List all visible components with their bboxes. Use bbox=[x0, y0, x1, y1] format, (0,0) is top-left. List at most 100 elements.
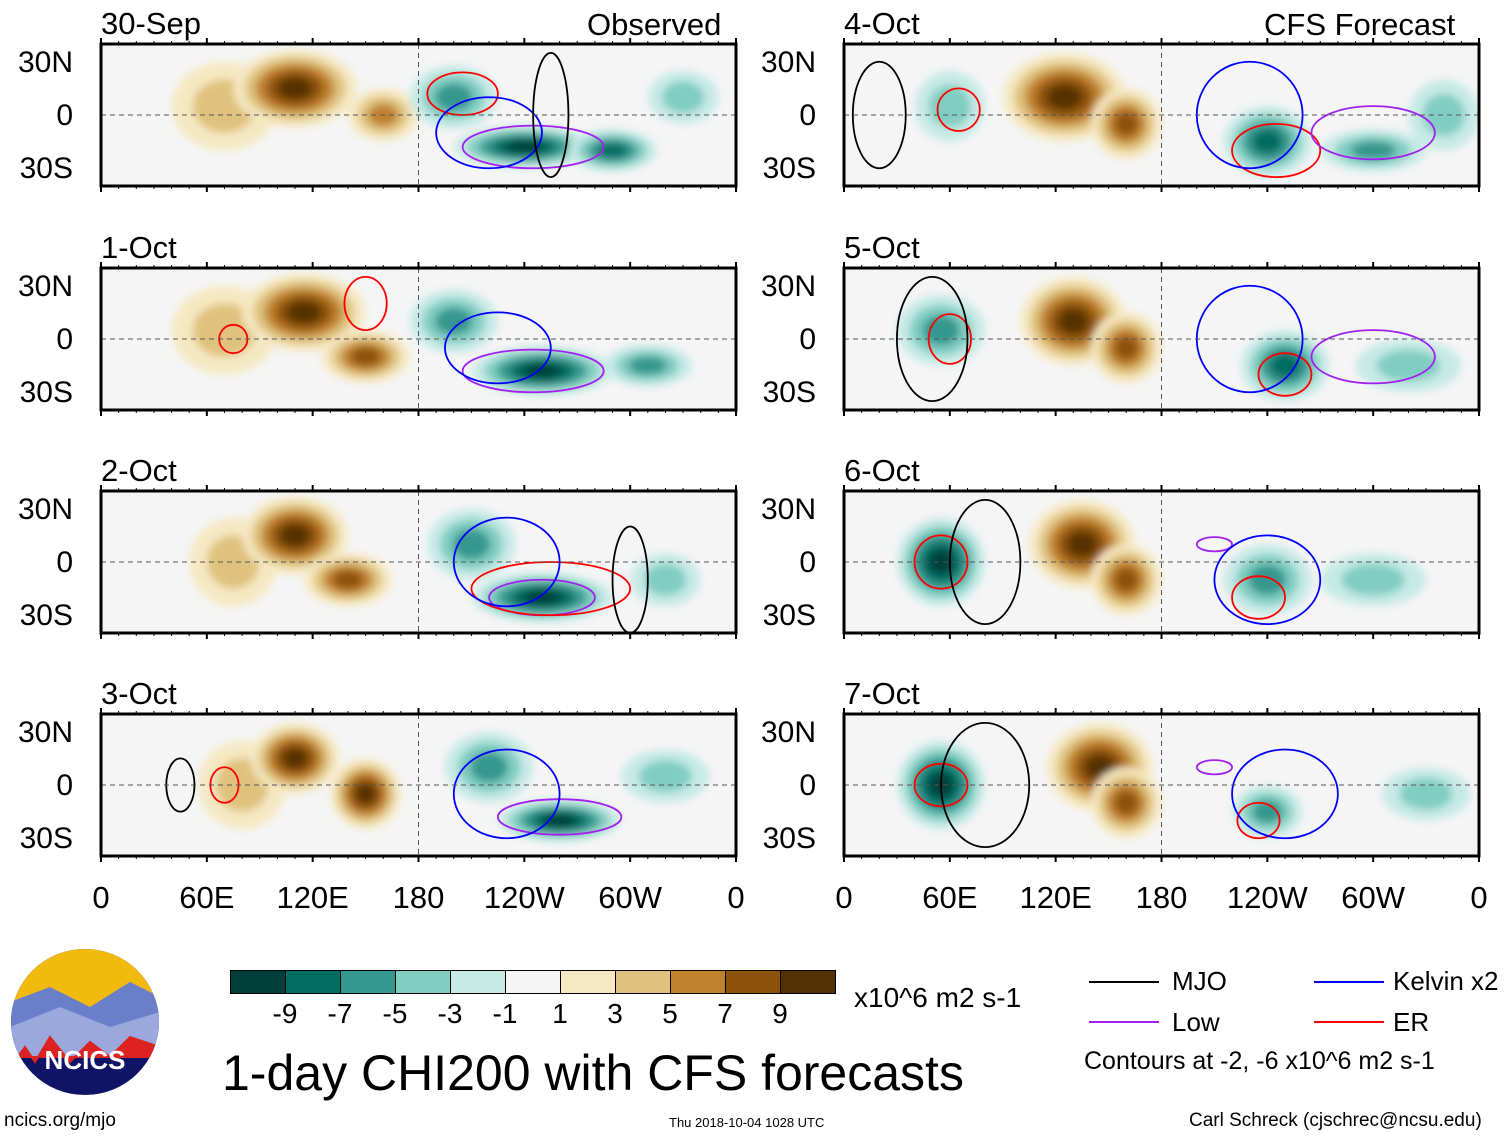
legend-kelvin-line bbox=[1314, 981, 1384, 983]
anomaly-contour-fill bbox=[452, 529, 491, 560]
colorbar-swatch bbox=[286, 971, 341, 993]
anomaly-contour-fill bbox=[1248, 564, 1287, 595]
anomaly-contour-fill bbox=[278, 77, 312, 100]
low-contour bbox=[1310, 329, 1436, 385]
kelvin-contour bbox=[1231, 748, 1339, 840]
y-tick-label: 0 bbox=[56, 769, 73, 802]
colorbar-swatch bbox=[396, 971, 451, 993]
er-contour bbox=[936, 87, 981, 132]
x-tick-label: 180 bbox=[392, 880, 445, 915]
colorbar-units: x10^6 m2 s-1 bbox=[854, 982, 1022, 1013]
y-tick-label: 30S bbox=[762, 152, 816, 185]
map-panel bbox=[99, 708, 738, 862]
anomaly-contour-fill bbox=[1114, 112, 1138, 136]
legend-er: ER bbox=[1393, 1007, 1430, 1037]
map-panel bbox=[842, 708, 1481, 862]
mjo-contour bbox=[940, 721, 1031, 849]
legend-mjo-line bbox=[1089, 981, 1159, 983]
y-tick-label: 30S bbox=[19, 152, 73, 185]
y-tick-label: 30S bbox=[19, 822, 73, 855]
anomaly-contour-fill bbox=[1350, 141, 1396, 160]
anomaly-contour-fill bbox=[1067, 532, 1097, 557]
panel-date: 6-Oct bbox=[844, 453, 920, 488]
colorbar-swatch bbox=[451, 971, 506, 993]
y-tick-label: 30N bbox=[760, 493, 816, 526]
y-tick-label: 30N bbox=[760, 270, 816, 303]
legend-low-line bbox=[1089, 1021, 1159, 1023]
anomaly-contour-fill bbox=[638, 760, 692, 793]
anomaly-contour-fill bbox=[434, 307, 473, 335]
low-contour bbox=[1310, 105, 1436, 161]
anomaly-contour-fill bbox=[350, 347, 381, 366]
y-tick-label: 30N bbox=[17, 493, 73, 526]
er-contour bbox=[343, 275, 388, 332]
anomaly-contour-fill bbox=[661, 81, 705, 114]
colorbar-swatch bbox=[231, 971, 286, 993]
x-tick-label: 120W bbox=[483, 880, 565, 915]
x-tick-label: 120E bbox=[1019, 880, 1092, 915]
y-tick-label: 0 bbox=[56, 99, 73, 132]
er-contour bbox=[470, 561, 632, 617]
er-contour bbox=[1231, 575, 1286, 620]
anomaly-contour-fill bbox=[542, 814, 577, 827]
er-contour bbox=[1236, 801, 1281, 840]
colorbar-swatch bbox=[726, 971, 781, 993]
colorbar-label: 5 bbox=[662, 998, 678, 1029]
anomaly-contour-fill bbox=[287, 301, 321, 324]
colorbar-label: -7 bbox=[327, 998, 353, 1029]
mjo-contour bbox=[948, 498, 1022, 626]
y-tick-label: 0 bbox=[799, 99, 816, 132]
y-tick-label: 30N bbox=[17, 716, 73, 749]
y-tick-label: 30N bbox=[17, 270, 73, 303]
anomaly-contour-fill bbox=[355, 784, 376, 804]
colorbar-swatch bbox=[561, 971, 616, 993]
colorbar-swatch bbox=[506, 971, 561, 993]
panel-date: 1-Oct bbox=[101, 230, 177, 265]
colorbar-label: 1 bbox=[552, 998, 568, 1029]
footer-credit: Carl Schreck (cjschrec@ncsu.edu) bbox=[1189, 1110, 1482, 1131]
colorbar bbox=[230, 970, 836, 994]
anomaly-contour-fill bbox=[1341, 563, 1405, 596]
anomaly-contour-fill bbox=[470, 752, 508, 783]
er-contour bbox=[1231, 122, 1322, 179]
y-tick-label: 0 bbox=[799, 323, 816, 356]
footer-url[interactable]: ncics.org/mjo bbox=[4, 1110, 116, 1131]
legend-low: Low bbox=[1172, 1007, 1220, 1037]
map-panel bbox=[99, 38, 738, 192]
colorbar-label: 7 bbox=[717, 998, 733, 1029]
low-contour bbox=[1195, 536, 1233, 553]
kelvin-contour bbox=[435, 96, 543, 170]
legend-kelvin: Kelvin x2 bbox=[1393, 966, 1499, 996]
er-contour bbox=[913, 534, 969, 590]
panel-date: 5-Oct bbox=[844, 230, 920, 265]
anomaly-contour-fill bbox=[283, 748, 308, 769]
mjo-contour bbox=[851, 60, 907, 170]
colorbar-label: 3 bbox=[607, 998, 623, 1029]
x-tick-label: 120W bbox=[1226, 880, 1308, 915]
panel-date: 7-Oct bbox=[844, 676, 920, 711]
y-tick-label: 30S bbox=[19, 376, 73, 409]
contour-note: Contours at -2, -6 x10^6 m2 s-1 bbox=[1084, 1047, 1435, 1075]
x-tick-label: 0 bbox=[727, 880, 745, 915]
colorbar-label: -1 bbox=[492, 998, 518, 1029]
panel-date: 2-Oct bbox=[101, 453, 177, 488]
y-tick-label: 0 bbox=[56, 323, 73, 356]
y-tick-label: 30S bbox=[762, 376, 816, 409]
colorbar-label: -9 bbox=[272, 998, 298, 1029]
anomaly-contour-fill bbox=[597, 143, 628, 158]
y-tick-label: 30S bbox=[762, 822, 816, 855]
anomaly-contour-fill bbox=[928, 549, 954, 575]
x-tick-label: 0 bbox=[1470, 880, 1488, 915]
mjo-contour bbox=[896, 275, 969, 403]
footer-timestamp: Thu 2018-10-04 1028 UTC bbox=[669, 1115, 825, 1130]
anomaly-contour-fill bbox=[1114, 336, 1138, 360]
low-contour bbox=[461, 348, 605, 394]
low-contour bbox=[1195, 759, 1233, 776]
x-tick-label: 180 bbox=[1135, 880, 1188, 915]
y-tick-label: 30S bbox=[19, 599, 73, 632]
x-tick-label: 60E bbox=[922, 880, 978, 915]
colorbar-label: 9 bbox=[772, 998, 788, 1029]
panel-date: 30-Sep bbox=[101, 6, 201, 41]
x-tick-label: 60W bbox=[598, 880, 663, 915]
svg-text:NCICS: NCICS bbox=[45, 1045, 126, 1075]
